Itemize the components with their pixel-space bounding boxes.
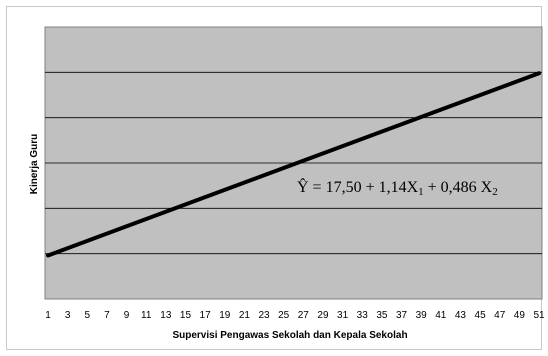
- regression-line: [46, 71, 541, 258]
- x-tick-label: 11: [141, 310, 152, 321]
- x-tick-label: 21: [239, 310, 251, 321]
- x-tick-label: 25: [278, 310, 290, 321]
- regression-equation: Ŷ = 17,50 + 1,14X1 + 0,486 X2: [297, 177, 498, 198]
- x-tick-label: 49: [514, 310, 526, 321]
- x-tick-label: 31: [337, 310, 349, 321]
- x-tick-label: 35: [376, 310, 388, 321]
- series-layer: [46, 71, 541, 258]
- x-tick-label: 19: [219, 310, 231, 321]
- x-axis-ticks: 1 3 5 7 9 11 13 15 17 19 21 23 25 27 29 31 33 35 37 39 41 43 4…: [45, 310, 545, 321]
- x-tick-label: 3: [65, 310, 71, 321]
- x-tick-label: 5: [84, 310, 90, 321]
- x-tick-label: 9: [124, 310, 130, 321]
- x-tick-label: 17: [200, 310, 212, 321]
- x-tick-label: 15: [180, 310, 192, 321]
- x-tick-label: 27: [298, 310, 310, 321]
- x-tick-label: 37: [396, 310, 408, 321]
- y-axis-title: Kinerja Guru: [29, 134, 40, 195]
- x-tick-label: 43: [455, 310, 467, 321]
- x-tick-label: 7: [104, 310, 110, 321]
- x-tick-label: 29: [317, 310, 329, 321]
- x-tick-label: 41: [435, 310, 447, 321]
- x-axis-title: Supervisi Pengawas Sekolah dan Kepala Se…: [172, 330, 407, 341]
- x-tick-label: 23: [258, 310, 270, 321]
- x-tick-label: 39: [416, 310, 428, 321]
- x-tick-label: 47: [494, 310, 506, 321]
- x-tick-label: 1: [45, 310, 51, 321]
- x-tick-label: 13: [160, 310, 172, 321]
- x-tick-label: 51: [533, 310, 545, 321]
- x-tick-label: 33: [357, 310, 369, 321]
- x-tick-label: 45: [475, 310, 487, 321]
